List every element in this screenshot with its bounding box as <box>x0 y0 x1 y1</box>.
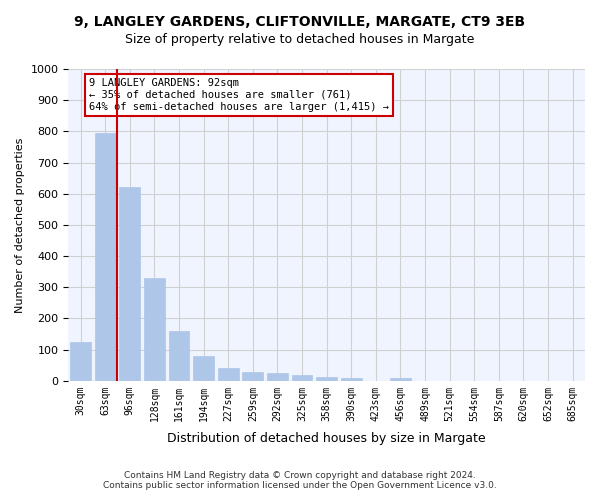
Bar <box>169 331 190 381</box>
Bar <box>70 342 91 381</box>
Text: 9 LANGLEY GARDENS: 92sqm
← 35% of detached houses are smaller (761)
64% of semi-: 9 LANGLEY GARDENS: 92sqm ← 35% of detach… <box>89 78 389 112</box>
Bar <box>144 278 165 381</box>
Text: Contains HM Land Registry data © Crown copyright and database right 2024.
Contai: Contains HM Land Registry data © Crown c… <box>103 470 497 490</box>
Text: Size of property relative to detached houses in Margate: Size of property relative to detached ho… <box>125 32 475 46</box>
Bar <box>316 377 337 381</box>
Bar <box>95 133 116 381</box>
X-axis label: Distribution of detached houses by size in Margate: Distribution of detached houses by size … <box>167 432 486 445</box>
Y-axis label: Number of detached properties: Number of detached properties <box>15 137 25 312</box>
Bar <box>119 188 140 381</box>
Bar <box>390 378 411 381</box>
Bar <box>292 376 313 381</box>
Bar <box>218 368 239 381</box>
Bar <box>341 378 362 381</box>
Text: 9, LANGLEY GARDENS, CLIFTONVILLE, MARGATE, CT9 3EB: 9, LANGLEY GARDENS, CLIFTONVILLE, MARGAT… <box>74 15 526 29</box>
Bar <box>267 373 288 381</box>
Bar <box>193 356 214 381</box>
Bar <box>242 372 263 381</box>
